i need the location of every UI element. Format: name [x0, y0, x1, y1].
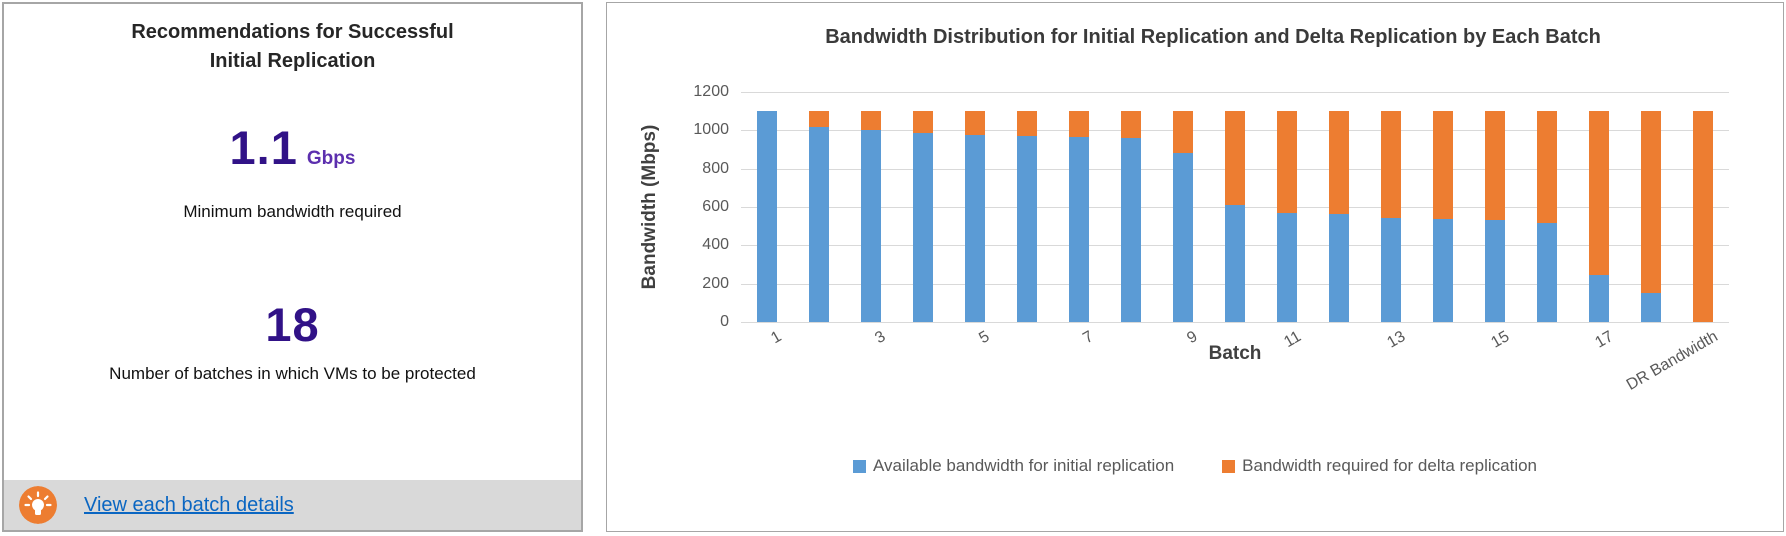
batch-count-value: 18: [265, 298, 320, 351]
bar-segment-series-1: [1017, 111, 1037, 137]
bar-batch-17: [1589, 92, 1609, 322]
bar-segment-series-1: [1329, 111, 1349, 214]
x-axis-title: Batch: [1208, 343, 1262, 364]
bar-segment-series-1: [1433, 111, 1453, 219]
bar-segment-series-1: [809, 111, 829, 127]
y-tick-label: 600: [702, 198, 729, 215]
y-tick-label: 1200: [693, 83, 729, 100]
bar-segment-series-1: [1069, 111, 1089, 138]
bar-batch-5: [965, 92, 985, 322]
gridline-1200: [741, 92, 1729, 93]
bar-batch-9: [1173, 92, 1193, 322]
recommendations-card: Recommendations for Successful Initial R…: [2, 2, 583, 532]
bar-segment-series-0: [1225, 205, 1245, 322]
bar-batch-1: [757, 92, 777, 322]
lightbulb-icon: [19, 486, 57, 524]
bar-segment-series-0: [1121, 138, 1141, 322]
bar-segment-series-0: [1329, 213, 1349, 322]
card-title-line2: Initial Replication: [209, 50, 376, 72]
bar-batch-4: [913, 92, 933, 322]
bar-segment-series-1: [965, 111, 985, 136]
batch-count-stat: 18: [4, 297, 581, 352]
gridline-0: [741, 322, 1729, 323]
view-batch-details-link[interactable]: View each batch details: [84, 493, 294, 516]
bar-segment-series-0: [1381, 217, 1401, 322]
bar-segment-series-0: [809, 126, 829, 322]
chart-title: Bandwidth Distribution for Initial Repli…: [825, 26, 1601, 48]
bar-segment-series-1: [1277, 111, 1297, 213]
bar-segment-series-1: [913, 111, 933, 134]
bar-segment-series-0: [1641, 293, 1661, 322]
bar-segment-series-1: [1693, 111, 1713, 322]
legend-swatch-icon: [853, 459, 866, 473]
bar-segment-series-1: [1173, 111, 1193, 154]
legend-item-1: Bandwidth required for delta replication: [1222, 456, 1537, 476]
y-tick-label: 200: [702, 274, 729, 292]
bar-batch-7: [1069, 92, 1089, 322]
bar-batch-13: [1381, 92, 1401, 322]
bar-batch-11: [1277, 92, 1297, 322]
bar-segment-series-0: [1277, 212, 1297, 322]
min-bandwidth-value: 1.1: [229, 121, 298, 174]
bar-batch-18: [1641, 92, 1661, 322]
bar-segment-series-0: [1173, 153, 1193, 322]
bar-batch-DR Bandwidth: [1693, 92, 1713, 322]
bar-segment-series-0: [1485, 220, 1505, 322]
card-title-line1: Recommendations for Successful: [131, 21, 454, 43]
card-title: Recommendations for Successful Initial R…: [4, 18, 581, 76]
bar-segment-series-0: [1589, 275, 1609, 322]
bar-segment-series-0: [1017, 136, 1037, 322]
bar-segment-series-0: [1537, 223, 1557, 322]
chart-legend: Available bandwidth for initial replicat…: [607, 456, 1783, 476]
bar-segment-series-1: [1589, 111, 1609, 276]
bar-segment-series-0: [861, 130, 881, 322]
bandwidth-chart-card: Bandwidth Distribution for Initial Repli…: [606, 2, 1784, 532]
bar-batch-16: [1537, 92, 1557, 322]
legend-item-0: Available bandwidth for initial replicat…: [853, 456, 1174, 476]
bar-segment-series-1: [1381, 111, 1401, 218]
legend-label: Bandwidth required for delta replication: [1242, 456, 1537, 475]
legend-swatch-icon: [1222, 459, 1236, 473]
bar-segment-series-0: [913, 133, 933, 322]
y-tick-label: 800: [702, 159, 729, 177]
bar-segment-series-1: [861, 111, 881, 131]
bar-batch-10: [1225, 92, 1245, 322]
bar-segment-series-1: [1641, 111, 1661, 294]
min-bandwidth-unit: Gbps: [306, 148, 356, 169]
bar-batch-6: [1017, 92, 1037, 322]
bar-segment-series-0: [1433, 218, 1453, 322]
bar-batch-8: [1121, 92, 1141, 322]
bar-segment-series-1: [1225, 111, 1245, 206]
bar-segment-series-0: [757, 111, 777, 322]
bar-segment-series-1: [1121, 111, 1141, 138]
legend-label: Available bandwidth for initial replicat…: [873, 456, 1175, 475]
y-tick-label: 0: [720, 313, 729, 330]
bar-batch-2: [809, 92, 829, 322]
min-bandwidth-label: Minimum bandwidth required: [183, 202, 402, 221]
bar-segment-series-0: [965, 135, 985, 322]
bar-segment-series-1: [1537, 111, 1557, 224]
card-footer: View each batch details: [4, 480, 581, 530]
bar-batch-15: [1485, 92, 1505, 322]
y-tick-label: 1000: [693, 121, 729, 139]
min-bandwidth-stat: 1.1 Gbps: [4, 120, 581, 175]
bar-batch-14: [1433, 92, 1453, 322]
bar-batch-3: [861, 92, 881, 322]
bar-batch-12: [1329, 92, 1349, 322]
y-tick-label: 400: [702, 236, 729, 254]
batch-count-label: Number of batches in which VMs to be pro…: [109, 364, 476, 383]
bar-segment-series-0: [1069, 137, 1089, 322]
bar-segment-series-1: [1485, 111, 1505, 221]
